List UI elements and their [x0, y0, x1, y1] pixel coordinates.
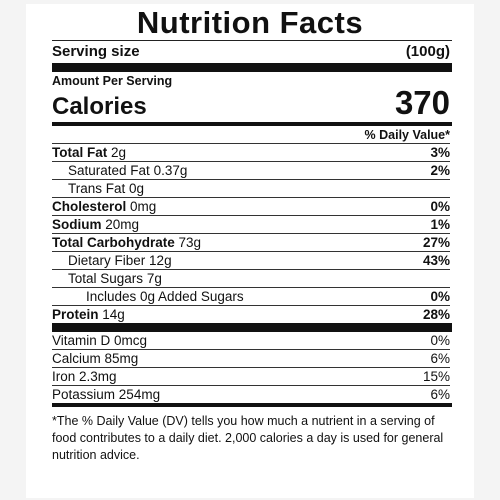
nutrient-name: Total Fat [52, 145, 108, 160]
nutrient-row-cholesterol: Cholesterol 0mg 0% [52, 198, 450, 216]
vitamin-name: Calcium [52, 351, 101, 366]
divider-thick [52, 63, 452, 72]
vitamin-name: Potassium [52, 387, 116, 402]
nutrient-name: Includes 0g Added Sugars [86, 289, 244, 304]
nutrient-row-total-carbohydrate: Total Carbohydrate 73g 27% [52, 234, 450, 252]
vitamin-row-calcium: Calcium 85mg 6% [52, 350, 450, 368]
nutrient-dv: 1% [430, 217, 450, 232]
nutrient-dv: 43% [422, 253, 450, 268]
nutrient-row-trans-fat: Trans Fat 0g [52, 180, 450, 198]
serving-size-row: Serving size (100g) [52, 43, 450, 61]
nutrient-row-total-fat: Total Fat 2g 3% [52, 144, 450, 162]
nutrient-name: Sodium [52, 217, 102, 232]
serving-size-value: (100g) [405, 43, 450, 60]
nutrient-amount: 2g [111, 145, 127, 160]
nutrient-dv: 3% [430, 145, 450, 160]
nutrient-amount: 73g [178, 235, 202, 250]
nutrient-row-added-sugars: Includes 0g Added Sugars 0% [52, 288, 450, 306]
amount-per-serving: Amount Per Serving [52, 74, 173, 88]
vitamin-amount: 85mg [104, 351, 139, 366]
nutrient-name: Protein [52, 307, 99, 322]
nutrient-name: Total Carbohydrate [52, 235, 175, 250]
vitamin-name: Vitamin D [52, 333, 111, 348]
nutrient-name: Total Sugars [68, 271, 144, 286]
nutrition-facts-label: Nutrition Facts Serving size (100g) Amou… [26, 4, 474, 498]
nutrient-row-sodium: Sodium 20mg 1% [52, 216, 450, 234]
calories-row: Calories 370 [52, 86, 450, 122]
nutrient-amount: 0mg [130, 199, 157, 214]
divider-medium [52, 122, 452, 126]
vitamin-row-iron: Iron 2.3mg 15% [52, 368, 450, 386]
nutrient-amount: 20mg [105, 217, 140, 232]
calories-label: Calories [52, 93, 147, 120]
nutrient-name: Cholesterol [52, 199, 127, 214]
divider-medium [52, 403, 452, 407]
nutrient-amount: 14g [102, 307, 125, 322]
vitamin-dv: 0% [430, 333, 450, 348]
nutrient-amount: 7g [146, 271, 162, 286]
vitamin-amount: 2.3mg [79, 369, 117, 384]
nutrient-dv: 28% [422, 307, 450, 322]
daily-value-header: % Daily Value* [52, 127, 450, 144]
nutrient-amount: 0g [129, 181, 145, 196]
vitamin-row-vitamin-d: Vitamin D 0mcg 0% [52, 332, 450, 350]
daily-value-footnote: *The % Daily Value (DV) tells you how mu… [52, 414, 444, 462]
vitamin-dv: 6% [430, 387, 450, 402]
vitamin-amount: 254mg [118, 387, 161, 402]
nutrient-name: Dietary Fiber [68, 253, 146, 268]
serving-size-label: Serving size [52, 43, 140, 60]
nutrient-dv: 0% [430, 289, 450, 304]
vitamin-dv: 15% [422, 369, 450, 384]
nutrient-dv: 2% [430, 163, 450, 178]
nutrient-row-protein: Protein 14g 28% [52, 306, 450, 323]
nutrient-row-total-sugars: Total Sugars 7g [52, 270, 450, 288]
divider [52, 40, 452, 41]
divider-thick [52, 323, 452, 332]
nutrient-row-dietary-fiber: Dietary Fiber 12g 43% [52, 252, 450, 270]
nutrient-amount: 12g [149, 253, 172, 268]
calories-value: 370 [394, 84, 450, 121]
vitamin-dv: 6% [430, 351, 450, 366]
nutrient-dv: 27% [422, 235, 450, 250]
nutrient-row-saturated-fat: Saturated Fat 0.37g 2% [52, 162, 450, 180]
nutrient-amount: 0.37g [153, 163, 188, 178]
nutrient-name: Trans Fat [68, 181, 126, 196]
nutrient-name: Saturated Fat [68, 163, 150, 178]
vitamin-name: Iron [52, 369, 76, 384]
vitamin-amount: 0mcg [114, 333, 148, 348]
vitamin-row-potassium: Potassium 254mg 6% [52, 386, 450, 403]
nutrient-dv: 0% [430, 199, 450, 214]
label-title: Nutrition Facts [136, 5, 364, 40]
